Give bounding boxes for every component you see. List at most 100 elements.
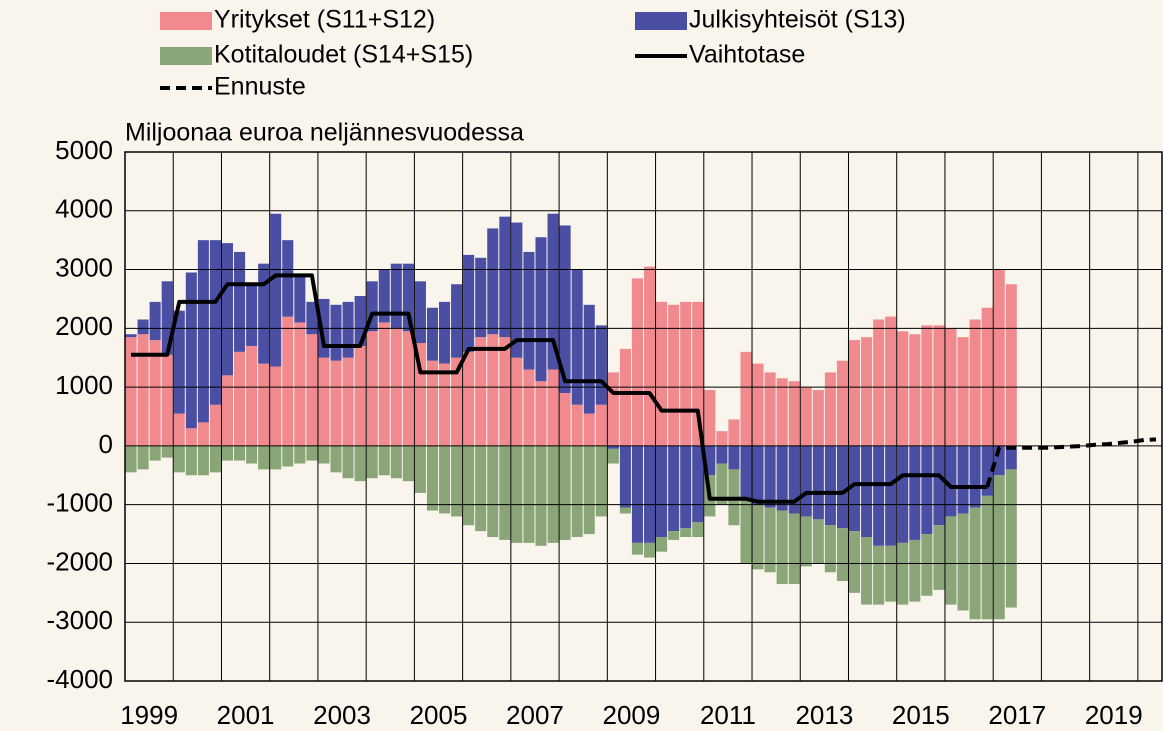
bar: [993, 475, 1005, 620]
x-tick-label: 1999: [120, 700, 178, 730]
bar: [342, 445, 354, 479]
bar: [475, 257, 487, 338]
bar: [873, 445, 885, 546]
y-tick-label: 4000: [55, 194, 113, 224]
bar: [197, 240, 209, 423]
bar: [607, 372, 619, 446]
legend-label: Yritykset (S11+S12): [214, 6, 435, 34]
bar: [414, 445, 426, 493]
bar: [330, 360, 342, 446]
x-tick-label: 2009: [603, 700, 661, 730]
bar: [342, 301, 354, 358]
bar: [390, 263, 402, 329]
x-tick-label: 2015: [892, 700, 950, 730]
bar: [499, 337, 511, 446]
bar: [848, 340, 861, 446]
bar: [981, 445, 993, 496]
x-tick-label: 2013: [795, 700, 853, 730]
bar: [221, 445, 234, 461]
bar: [559, 225, 571, 393]
bar: [209, 445, 221, 473]
bar: [571, 404, 583, 446]
bar: [475, 445, 487, 532]
bar: [137, 445, 149, 470]
bar: [861, 445, 873, 537]
bar: [945, 516, 957, 605]
bar: [933, 525, 945, 590]
x-tick-label: 2017: [988, 700, 1046, 730]
bar: [812, 390, 824, 446]
bar: [535, 381, 547, 446]
x-tick-label: 2011: [700, 700, 756, 730]
bar: [969, 319, 981, 446]
bar: [571, 445, 583, 537]
plot-frame: [124, 151, 1163, 682]
bar: [716, 431, 728, 446]
bar: [366, 331, 378, 446]
bar: [137, 319, 149, 335]
bar: [149, 340, 161, 446]
bar: [451, 357, 463, 446]
legend-swatch: [635, 12, 687, 30]
bar: [475, 337, 487, 446]
bar: [776, 378, 788, 446]
bar: [306, 301, 318, 335]
bar: [246, 345, 258, 446]
bar: [451, 284, 463, 358]
bar: [861, 337, 873, 446]
bar: [137, 334, 149, 446]
bar: [523, 251, 535, 370]
bar: [668, 531, 680, 540]
bar: [258, 363, 270, 446]
bar: [1005, 445, 1017, 470]
bar: [933, 445, 945, 526]
bar: [426, 360, 439, 446]
bar: [318, 357, 330, 446]
y-tick-label: 2000: [55, 311, 113, 341]
y-tick-label: 1000: [55, 370, 113, 400]
bar: [342, 357, 354, 446]
bar: [354, 296, 366, 346]
legend-label: Ennuste: [214, 73, 306, 101]
bar: [149, 445, 161, 461]
bar: [234, 251, 246, 352]
bar: [885, 545, 897, 602]
x-tick-label: 2019: [1085, 700, 1143, 730]
bar: [414, 343, 426, 446]
bar: [897, 331, 909, 446]
bar: [414, 281, 426, 344]
legend-label: Vaihtotase: [689, 41, 805, 69]
x-tick-label: 2003: [313, 700, 371, 730]
line: [985, 437, 1157, 488]
bar: [969, 445, 981, 508]
bar: [282, 445, 294, 467]
bar: [234, 445, 246, 461]
bar: [957, 513, 969, 611]
legend-swatch: [160, 47, 212, 65]
bar: [619, 507, 631, 514]
bar: [885, 445, 897, 546]
bar: [631, 445, 643, 543]
bar: [595, 445, 607, 517]
bar: [692, 301, 704, 446]
bar: [439, 301, 451, 364]
bar: [824, 445, 836, 526]
bar: [270, 213, 282, 367]
bar: [330, 445, 342, 473]
bar: [788, 445, 800, 514]
y-tick-label: 0: [99, 429, 113, 459]
bar: [246, 445, 258, 464]
bar: [451, 445, 463, 517]
bar: [246, 284, 258, 346]
bar: [933, 325, 945, 446]
bar: [487, 334, 499, 446]
bar: [788, 513, 800, 585]
bar: [234, 351, 246, 446]
bar: [812, 445, 824, 520]
bar: [619, 445, 631, 508]
bar: [873, 319, 885, 446]
bar: [390, 445, 402, 479]
bar: [559, 392, 571, 446]
bar: [692, 522, 704, 537]
bar: [619, 348, 631, 446]
